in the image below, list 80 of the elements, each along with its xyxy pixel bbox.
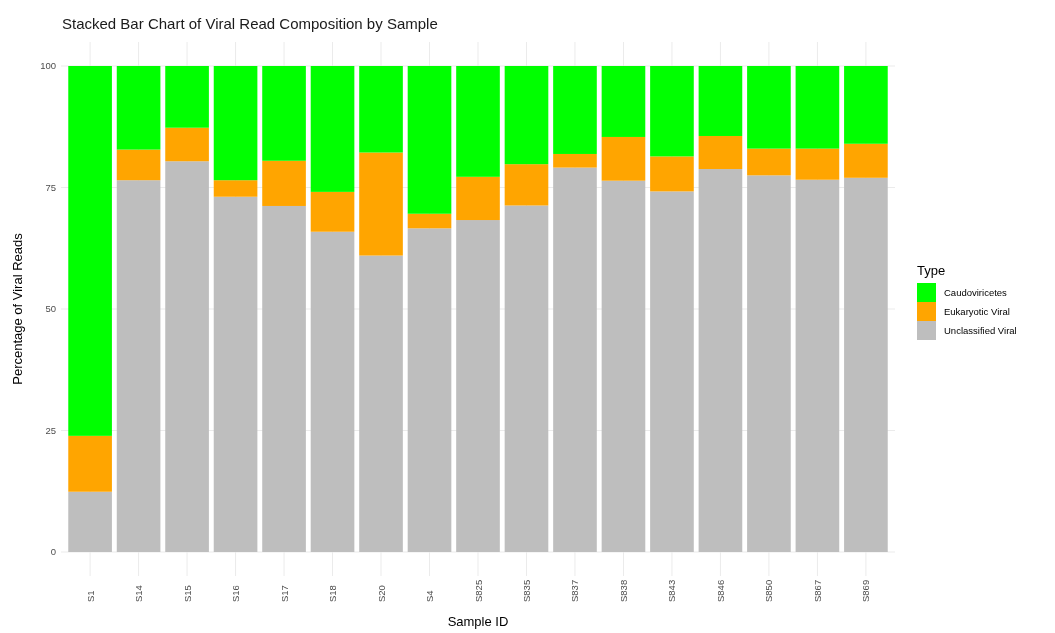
bar [844, 66, 888, 144]
bar [698, 135, 743, 170]
bar [68, 66, 112, 436]
x-tick-label: S4 [424, 590, 436, 602]
bar [698, 66, 743, 136]
bar [698, 169, 743, 552]
bar [116, 66, 161, 150]
bar [310, 231, 355, 552]
x-tick-label: S846 [714, 579, 726, 602]
bar [650, 156, 694, 192]
bar [650, 191, 694, 552]
bar [165, 161, 209, 552]
bar [553, 153, 597, 168]
y-axis-title: Percentage of Viral Reads [10, 232, 25, 385]
bar [213, 66, 258, 181]
bar [795, 148, 840, 180]
bar [795, 66, 840, 149]
x-tick-label: S867 [811, 579, 823, 602]
bar [310, 191, 355, 232]
x-tick-label: S850 [763, 579, 775, 602]
bar [407, 66, 452, 214]
legend-title: Type [917, 263, 946, 278]
x-tick-label: S825 [472, 579, 484, 602]
bar [359, 66, 403, 153]
bar [213, 196, 258, 552]
bar [310, 66, 355, 192]
bar [407, 213, 452, 229]
legend-label: Unclassified Viral [944, 324, 1017, 336]
legend-label: Eukaryotic Viral [944, 305, 1010, 317]
bar [262, 66, 306, 161]
bar [747, 66, 791, 149]
y-tick-label: 0 [50, 546, 56, 558]
x-tick-label: S20 [375, 585, 387, 602]
bar [68, 491, 112, 552]
bar [553, 66, 597, 154]
x-axis-title: Sample ID [447, 614, 509, 629]
x-tick-label: S14 [133, 585, 145, 602]
bar [504, 164, 549, 206]
bar [359, 255, 403, 552]
x-tick-label: S869 [860, 579, 872, 602]
bar [262, 160, 306, 206]
bar [262, 205, 306, 552]
y-tick-label: 75 [45, 181, 56, 193]
bar [456, 220, 500, 552]
chart-title: Stacked Bar Chart of Viral Read Composition by Sample [62, 15, 438, 32]
bar [747, 148, 791, 176]
bar [795, 179, 840, 552]
x-tick-label: S17 [278, 585, 290, 602]
bar [456, 66, 500, 177]
legend-label: Caudoviricetes [944, 286, 1008, 298]
bar [601, 66, 646, 137]
bar [407, 228, 452, 552]
x-tick-label: S838 [617, 579, 629, 602]
x-tick-label: S843 [666, 579, 678, 602]
x-tick-label: S835 [520, 579, 532, 602]
bar [213, 180, 258, 197]
y-tick-label: 50 [45, 303, 56, 315]
bar [601, 180, 646, 552]
bar [553, 167, 597, 552]
bar [747, 175, 791, 552]
bar [116, 149, 161, 181]
x-tick-label: S1 [84, 590, 96, 602]
bar [165, 127, 209, 162]
bar [116, 180, 161, 552]
x-tick-label: S837 [569, 579, 581, 602]
bar [359, 152, 403, 256]
y-tick-label: 25 [45, 424, 56, 436]
y-tick-label: 100 [40, 60, 56, 72]
x-tick-label: S16 [230, 585, 242, 602]
bar [650, 66, 694, 157]
bar [504, 66, 549, 165]
bar [601, 136, 646, 181]
bar [504, 205, 549, 552]
bar [844, 143, 888, 178]
x-tick-label: S15 [181, 585, 193, 602]
bar [844, 177, 888, 552]
bar [68, 435, 112, 492]
bar [456, 176, 500, 221]
x-tick-label: S18 [327, 585, 339, 602]
bar [165, 66, 209, 128]
